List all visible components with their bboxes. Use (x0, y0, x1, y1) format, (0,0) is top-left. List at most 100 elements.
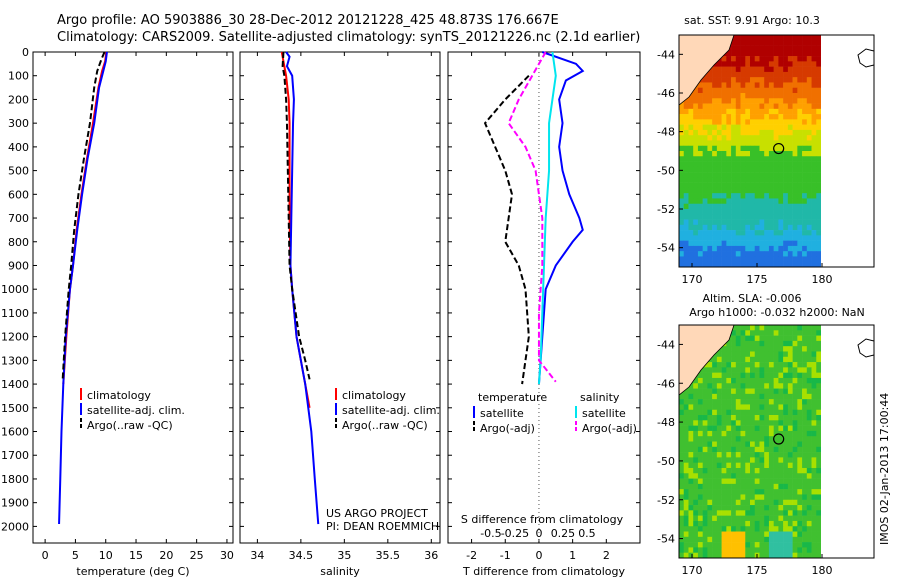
map-cell (754, 156, 760, 162)
map-cell (731, 235, 737, 241)
map-cell (797, 467, 803, 474)
map-cell (688, 526, 694, 532)
map-cell (693, 256, 699, 263)
map-cell (768, 547, 774, 554)
map-cell (740, 436, 746, 442)
map-cell (811, 166, 817, 173)
map-cell (735, 547, 741, 554)
map-cell (716, 193, 722, 199)
map-cell (783, 108, 789, 115)
map-cell (754, 61, 760, 67)
map-cell (731, 156, 737, 162)
map-cell (750, 114, 756, 120)
map-cell (816, 214, 822, 220)
map-cell (797, 346, 803, 352)
map-y-tick-label: -54 (657, 242, 675, 255)
map-cell (787, 245, 793, 252)
map-cell (811, 340, 817, 347)
map-cell (745, 542, 751, 548)
map-cell (740, 531, 746, 538)
map-cell (759, 114, 765, 120)
map-cell (806, 430, 812, 437)
map-cell (768, 151, 774, 157)
map-cell (688, 98, 694, 104)
map-cell (721, 415, 727, 421)
map-cell (768, 172, 774, 178)
map-cell (811, 145, 817, 152)
map-cell (778, 156, 784, 162)
map-cell (750, 61, 756, 67)
map-cell (688, 383, 694, 389)
y-tick-label: 1700 (1, 449, 29, 462)
map-cell (806, 340, 812, 347)
map-title: Altim. SLA: -0.006 (702, 292, 801, 305)
map-cell (750, 552, 756, 559)
map-cell (764, 151, 770, 157)
map-cell (740, 510, 746, 516)
map-cell (683, 235, 689, 241)
map-cell (726, 552, 732, 559)
map-cell (806, 362, 812, 368)
map-cell (726, 61, 732, 67)
map-cell (688, 409, 694, 416)
map-cell (768, 510, 774, 516)
map-cell (768, 335, 774, 342)
map-cell (735, 50, 741, 57)
map-cell (712, 177, 718, 183)
map-cell (778, 198, 784, 205)
map-cell (712, 457, 718, 463)
map-cell (721, 425, 727, 432)
map-cell (731, 61, 737, 67)
map-cell (721, 166, 727, 173)
map-cell (792, 505, 798, 511)
map-cell (702, 214, 708, 220)
map-cell (754, 330, 760, 336)
map-cell (764, 261, 770, 268)
map-cell (759, 251, 765, 257)
map-cell (754, 499, 760, 506)
map-cell (721, 520, 727, 527)
map-cell (806, 151, 812, 157)
map-cell (702, 182, 708, 189)
map-cell (816, 409, 822, 416)
map-cell (693, 377, 699, 384)
map-cell (811, 93, 817, 99)
map-cell (716, 430, 722, 437)
map-cell (702, 256, 708, 263)
map-cell (731, 536, 737, 543)
map-cell (806, 56, 812, 62)
map-cell (773, 98, 779, 104)
map-cell (726, 219, 732, 226)
map-cell (721, 203, 727, 210)
map-cell (754, 351, 760, 358)
map-cell (731, 245, 737, 252)
map-cell (787, 251, 793, 257)
map-cell (778, 478, 784, 485)
map-cell (759, 256, 765, 263)
map-cell (697, 209, 703, 215)
map-cell (735, 214, 741, 220)
map-cell (716, 441, 722, 448)
map-cell (702, 478, 708, 485)
map-cell (816, 430, 822, 437)
map-cell (778, 420, 784, 426)
map-cell (759, 45, 765, 52)
map-cell (754, 467, 760, 474)
map-cell (683, 119, 689, 125)
map-cell (806, 330, 812, 336)
map-cell (683, 393, 689, 400)
map-cell (811, 542, 817, 548)
map-cell (787, 420, 793, 426)
map-cell (811, 230, 817, 236)
map-cell (688, 457, 694, 463)
map-cell (740, 547, 746, 554)
map-cell (683, 166, 689, 173)
map-cell (778, 340, 784, 347)
map-cell (816, 61, 822, 67)
map-cell (702, 388, 708, 395)
map-cell (787, 515, 793, 522)
map-cell (783, 251, 789, 257)
map-cell (702, 261, 708, 268)
map-cell (740, 372, 746, 379)
map-cell (802, 478, 808, 485)
